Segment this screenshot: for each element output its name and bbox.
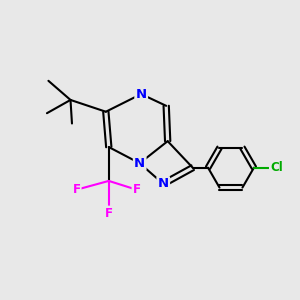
Text: F: F [133, 183, 141, 196]
Text: N: N [136, 88, 147, 100]
Text: F: F [105, 207, 113, 220]
Text: N: N [134, 157, 145, 170]
Text: N: N [158, 177, 169, 190]
Text: Cl: Cl [270, 161, 283, 174]
Text: F: F [72, 183, 80, 196]
